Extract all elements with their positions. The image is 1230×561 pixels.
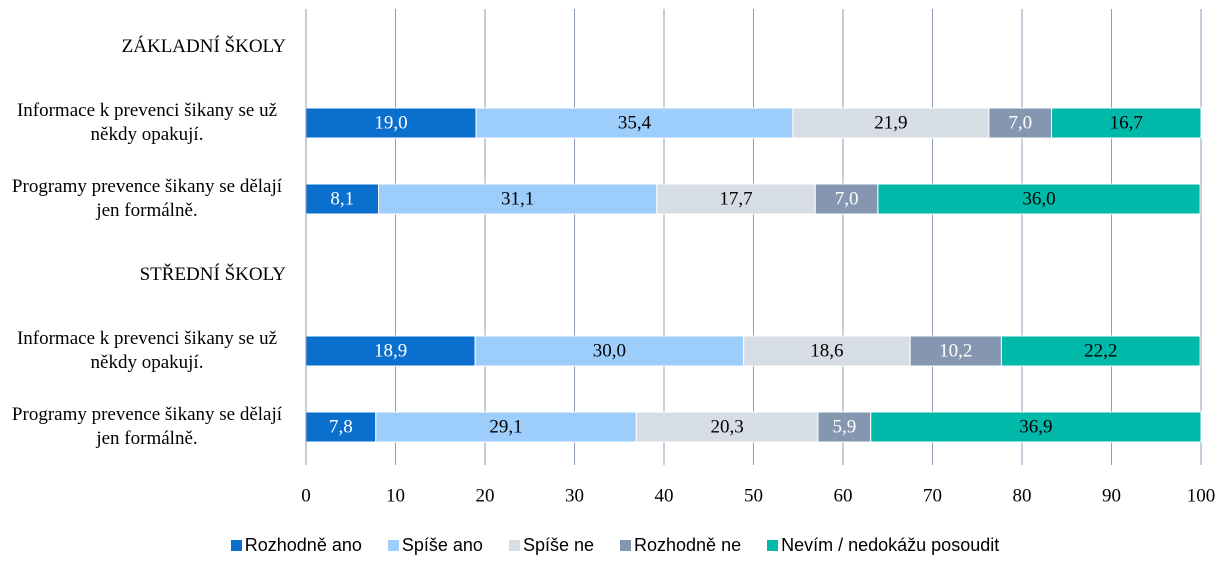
data-label: 16,7 [1110, 113, 1143, 134]
category-label: Programy prevence šikany se dělají jen f… [8, 389, 286, 465]
bar-segment [375, 411, 637, 443]
legend-label: Nevím / nedokážu posoudit [781, 535, 1000, 555]
bar-segment [1000, 335, 1201, 367]
data-label: 8,1 [330, 189, 354, 210]
bar-segment [305, 335, 476, 367]
category-text: Programy prevence šikany se dělají jen f… [11, 404, 283, 449]
x-tick-label: 80 [1013, 486, 1032, 507]
data-label: 5,9 [832, 417, 856, 438]
legend-label: Spíše ano [401, 535, 483, 555]
legend-label: Rozhodně ano [244, 535, 362, 555]
x-tick-label: 90 [1102, 486, 1121, 507]
data-label: 30,0 [593, 341, 626, 362]
bar-segment [656, 183, 816, 215]
x-tick-label: 10 [386, 486, 405, 507]
category-label: Informace k prevenci šikany se už někdy … [8, 85, 286, 161]
data-label: 36,9 [1019, 417, 1052, 438]
category-text: Programy prevence šikany se dělají jen f… [11, 176, 283, 221]
bar-segment [635, 411, 819, 443]
data-label: 21,9 [874, 113, 907, 134]
data-label: 7,0 [835, 189, 859, 210]
bar-segment [743, 335, 911, 367]
category-label: ZÁKLADNÍ ŠKOLY [8, 9, 286, 85]
data-label: 18,6 [810, 341, 843, 362]
legend-item: Spíše ne [508, 535, 594, 556]
bar-segment [305, 183, 379, 215]
legend-item: Spíše ano [387, 535, 483, 556]
legend-swatch [508, 540, 520, 551]
data-label: 29,1 [489, 417, 522, 438]
legend-label: Rozhodně ne [634, 535, 742, 555]
bar-segment [305, 107, 477, 139]
bar-segment [817, 411, 872, 443]
data-label: 19,0 [374, 113, 407, 134]
bar-segment [877, 183, 1201, 215]
x-tick-label: 30 [565, 486, 584, 507]
legend-item: Rozhodně ne [620, 535, 741, 556]
category-label: Informace k prevenci šikany se už někdy … [8, 313, 286, 389]
category-text: Informace k prevenci šikany se už někdy … [16, 100, 278, 145]
legend-swatch [767, 540, 779, 551]
bar-segment [814, 183, 879, 215]
data-label: 20,3 [710, 417, 743, 438]
category-text: ZÁKLADNÍ ŠKOLY [121, 36, 286, 57]
legend: Rozhodně ano Spíše ano Spíše ne Rozhodně ne… [0, 535, 1230, 556]
bar-segment [305, 411, 377, 443]
bar-segment [377, 183, 658, 215]
legend-item: Rozhodně ano [230, 535, 362, 556]
data-label: 18,9 [374, 341, 407, 362]
x-tick-label: 70 [923, 486, 942, 507]
x-tick-label: 50 [744, 486, 763, 507]
legend-swatch [230, 540, 242, 551]
category-label: STŘEDNÍ ŠKOLY [8, 237, 286, 313]
category-label: Programy prevence šikany se dělají jen f… [8, 161, 286, 237]
x-tick-label: 60 [834, 486, 853, 507]
bar-segment [1051, 107, 1202, 139]
data-label: 31,1 [501, 189, 534, 210]
data-label: 10,2 [939, 341, 972, 362]
legend-item: Nevím / nedokážu posoudit [767, 535, 999, 556]
legend-swatch [620, 540, 631, 551]
bar-segment [475, 107, 794, 139]
bar-segment [870, 411, 1202, 443]
x-tick-label: 40 [655, 486, 674, 507]
bar-segment [474, 335, 745, 367]
data-label: 7,0 [1008, 113, 1032, 134]
data-label: 7,8 [329, 417, 353, 438]
x-tick-label: 20 [476, 486, 495, 507]
bar-segment [792, 107, 990, 139]
category-text: Informace k prevenci šikany se už někdy … [16, 328, 278, 373]
legend-swatch [387, 540, 399, 551]
category-text: STŘEDNÍ ŠKOLY [139, 264, 286, 285]
data-label: 22,2 [1084, 341, 1117, 362]
data-label: 36,0 [1022, 189, 1055, 210]
legend-label: Spíše ne [522, 535, 594, 555]
x-tick-label: 100 [1187, 486, 1216, 507]
data-label: 35,4 [618, 113, 652, 134]
data-label: 17,7 [719, 189, 752, 210]
x-tick-label: 0 [301, 486, 311, 507]
